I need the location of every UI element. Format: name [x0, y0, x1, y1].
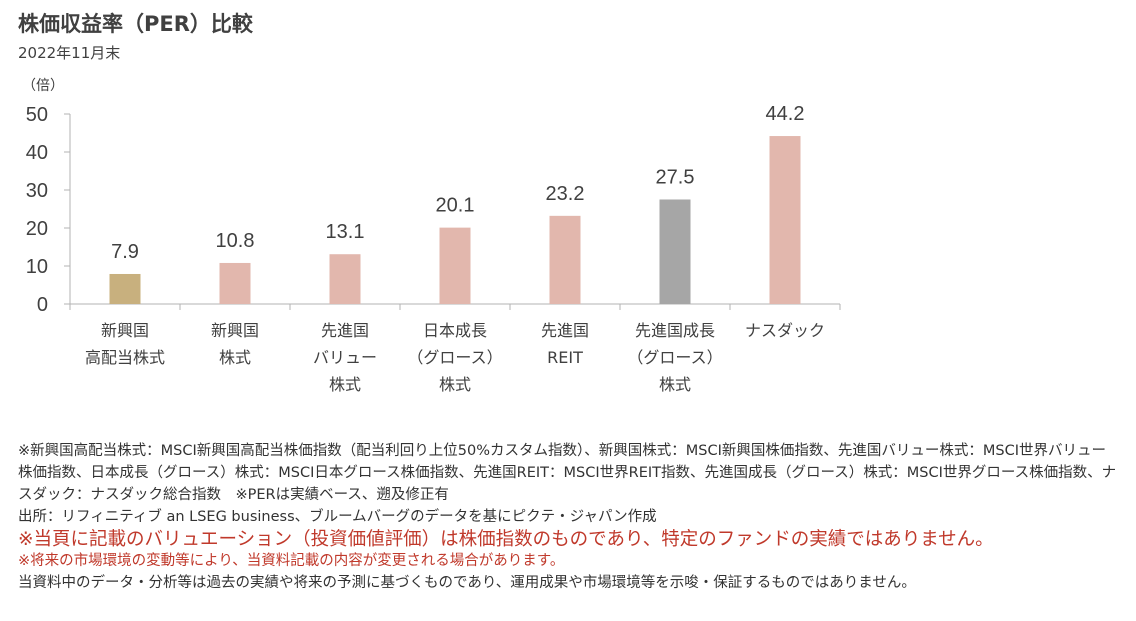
bar	[219, 262, 251, 304]
category-label: 先進国バリュー株式	[313, 321, 377, 394]
bar	[439, 227, 471, 304]
y-tick-label: 30	[26, 180, 48, 202]
data-label: 20.1	[436, 195, 475, 217]
notes-section: ※新興国高配当株式：MSCI新興国高配当株価指数（配当利回り上位50%カスタム指…	[18, 440, 1118, 595]
category-label: 新興国株式	[211, 321, 259, 367]
data-label: 23.2	[546, 183, 585, 205]
bar	[769, 136, 801, 304]
category-label: 新興国高配当株式	[85, 321, 165, 367]
bar	[549, 215, 581, 304]
data-label: 44.2	[766, 103, 805, 125]
source-note: 出所：リフィニティブ an LSEG business、ブルームバーグのデータを…	[18, 509, 657, 525]
category-label: ナスダック	[745, 321, 825, 340]
y-tick-label: 50	[26, 104, 48, 126]
y-tick-label: 0	[37, 294, 48, 316]
bar	[329, 254, 361, 304]
category-label: 日本成長（グロース）株式	[407, 321, 502, 394]
y-axis-unit-label: （倍）	[22, 78, 64, 94]
data-label: 13.1	[326, 221, 365, 243]
chart-title: 株価収益率（PER）比較	[18, 12, 253, 36]
chart-date: 2022年11月末	[18, 44, 121, 62]
data-label: 10.8	[216, 230, 255, 252]
change-warning: ※将来の市場環境の変動等により、当資料記載の内容が変更される場合があります。	[18, 553, 565, 569]
bar	[109, 273, 141, 304]
per-bar-chart: 0 10 20 30 40 50 （倍） 7.9 10.8 13.1 20.1 23.2 27.5 44…	[22, 78, 841, 394]
y-tick-label: 40	[26, 142, 48, 164]
bar	[659, 199, 691, 304]
data-label: 7.9	[111, 241, 139, 263]
category-label: 先進国 REIT	[541, 321, 589, 367]
category-label: 先進国成長（グロース）株式	[627, 321, 722, 394]
y-tick-label: 10	[26, 256, 48, 278]
y-tick-label: 20	[26, 218, 48, 240]
data-label: 27.5	[656, 167, 695, 189]
valuation-warning: ※当頁に記載のバリュエーション（投資価値評価）は株価指数のものであり、特定のファ…	[18, 529, 994, 550]
index-definition-note: ※新興国高配当株式：MSCI新興国高配当株価指数（配当利回り上位50%カスタム指…	[18, 443, 1117, 503]
disclaimer: 当資料中のデータ・分析等は過去の実績や将来の予測に基づくものであり、運用成果や市…	[18, 575, 916, 591]
